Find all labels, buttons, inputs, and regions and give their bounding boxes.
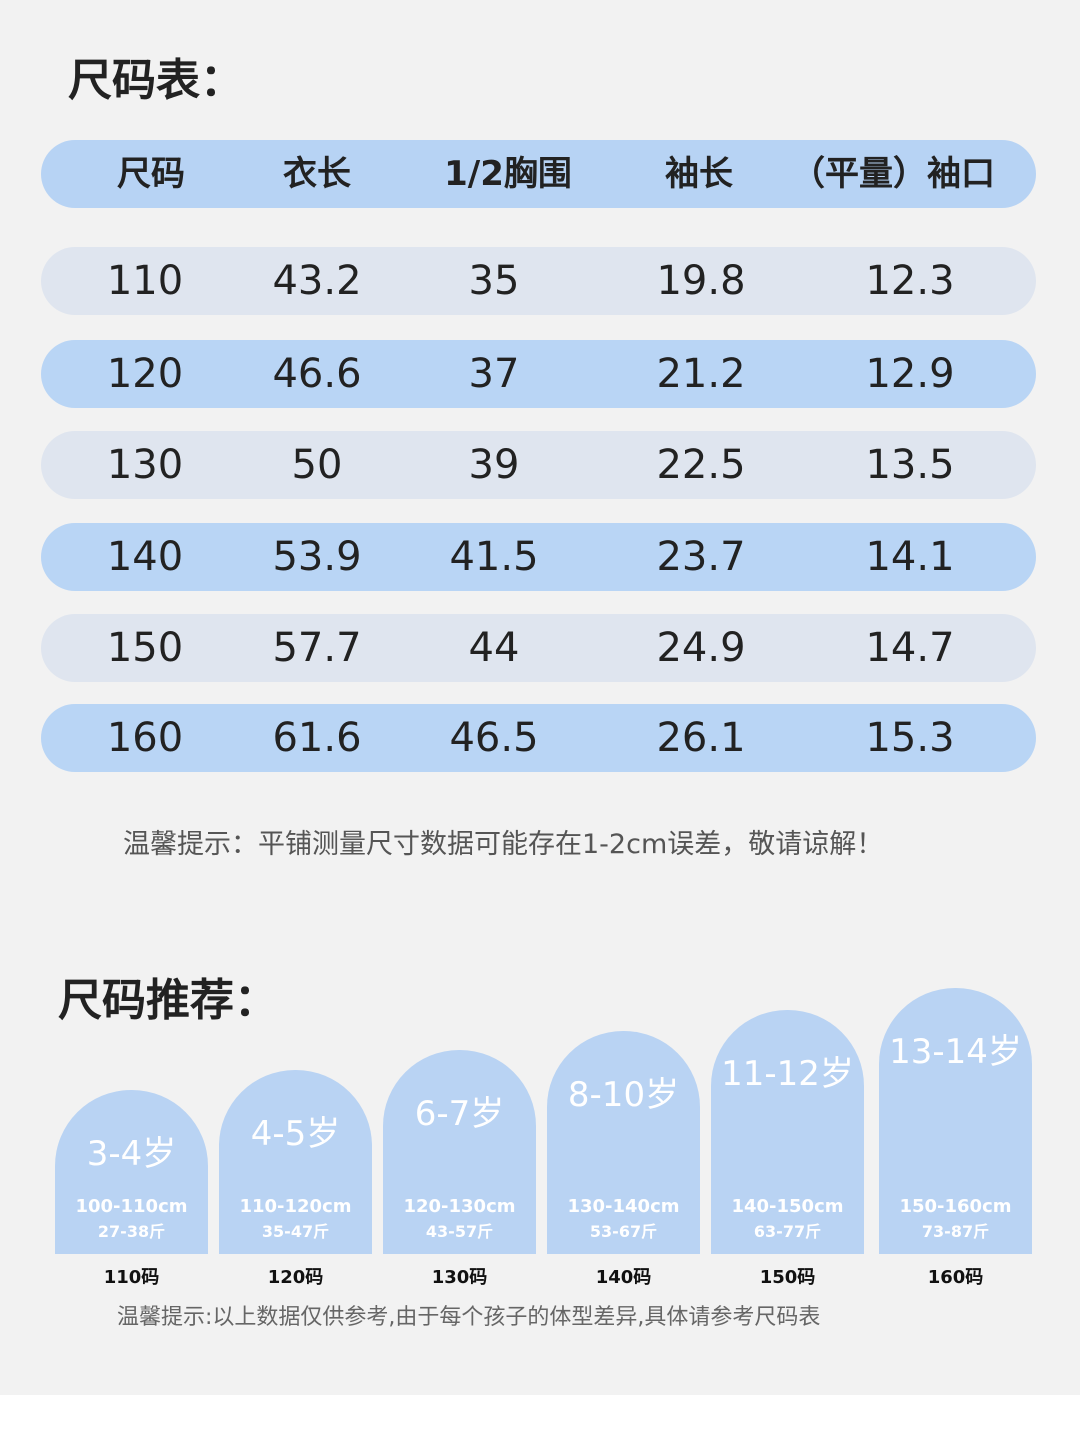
table-row: 140 53.9 41.5 23.7 14.1 bbox=[41, 523, 1036, 591]
header-cell: 1/2胸围 bbox=[444, 154, 572, 194]
table-cell: 53.9 bbox=[272, 534, 362, 580]
table-cell: 39 bbox=[468, 442, 520, 488]
size-chart-title: 尺码表： bbox=[68, 55, 244, 106]
size-card: 6-7岁 120-130cm 43-57斤 bbox=[383, 1050, 536, 1254]
size-card: 3-4岁 100-110cm 27-38斤 bbox=[55, 1090, 208, 1254]
header-cell: （平量）袖口 bbox=[791, 154, 995, 194]
header-cell: 衣长 bbox=[283, 154, 351, 194]
card-size: 110码 bbox=[103, 1267, 160, 1288]
card-weight: 27-38斤 bbox=[97, 1222, 166, 1241]
table-cell: 41.5 bbox=[449, 534, 539, 580]
size-card: 11-12岁 140-150cm 63-77斤 bbox=[711, 1010, 864, 1254]
table-cell: 150 bbox=[106, 625, 184, 671]
card-age: 8-10岁 bbox=[567, 1075, 680, 1115]
table-cell: 15.3 bbox=[865, 715, 955, 761]
table-cell: 120 bbox=[106, 351, 184, 397]
table-cell: 43.2 bbox=[272, 258, 362, 304]
table-cell: 160 bbox=[106, 715, 184, 761]
card-weight: 53-67斤 bbox=[589, 1222, 658, 1241]
table-cell: 130 bbox=[106, 442, 184, 488]
recommendation-note: 温馨提示:以上数据仅供参考,由于每个孩子的体型差异,具体请参考尺码表 bbox=[117, 1305, 821, 1330]
size-card: 8-10岁 130-140cm 53-67斤 bbox=[547, 1031, 700, 1254]
card-height: 150-160cm bbox=[899, 1196, 1012, 1217]
table-cell: 44 bbox=[468, 625, 520, 671]
card-weight: 35-47斤 bbox=[261, 1222, 330, 1241]
table-cell: 13.5 bbox=[865, 442, 955, 488]
table-cell: 26.1 bbox=[656, 715, 746, 761]
table-cell: 50 bbox=[291, 442, 343, 488]
table-cell: 37 bbox=[468, 351, 520, 397]
table-header: 尺码 衣长 1/2胸围 袖长 （平量）袖口 bbox=[41, 140, 1036, 208]
size-card: 4-5岁 110-120cm 35-47斤 bbox=[219, 1070, 372, 1254]
card-size: 120码 bbox=[267, 1267, 324, 1288]
table-cell: 110 bbox=[106, 258, 184, 304]
table-row: 160 61.6 46.5 26.1 15.3 bbox=[41, 704, 1036, 772]
table-cell: 46.6 bbox=[272, 351, 362, 397]
card-size: 130码 bbox=[431, 1267, 488, 1288]
card-size: 150码 bbox=[759, 1267, 816, 1288]
header-cell: 袖长 bbox=[665, 154, 733, 194]
table-cell: 19.8 bbox=[656, 258, 746, 304]
table-cell: 24.9 bbox=[656, 625, 746, 671]
table-cell: 21.2 bbox=[656, 351, 746, 397]
table-row: 130 50 39 22.5 13.5 bbox=[41, 431, 1036, 499]
card-age: 4-5岁 bbox=[250, 1114, 341, 1154]
card-age: 13-14岁 bbox=[889, 1032, 1022, 1072]
table-row: 120 46.6 37 21.2 12.9 bbox=[41, 340, 1036, 408]
card-weight: 73-87斤 bbox=[921, 1222, 990, 1241]
table-cell: 35 bbox=[468, 258, 520, 304]
table-cell: 46.5 bbox=[449, 715, 539, 761]
table-cell: 12.9 bbox=[865, 351, 955, 397]
table-cell: 61.6 bbox=[272, 715, 362, 761]
table-cell: 12.3 bbox=[865, 258, 955, 304]
size-card: 13-14岁 150-160cm 73-87斤 bbox=[879, 988, 1032, 1254]
table-row: 110 43.2 35 19.8 12.3 bbox=[41, 247, 1036, 315]
header-cell: 尺码 bbox=[117, 154, 185, 194]
card-height: 130-140cm bbox=[567, 1196, 680, 1217]
card-weight: 63-77斤 bbox=[753, 1222, 822, 1241]
table-row: 150 57.7 44 24.9 14.7 bbox=[41, 614, 1036, 682]
card-age: 11-12岁 bbox=[721, 1054, 854, 1094]
card-size: 160码 bbox=[927, 1267, 984, 1288]
card-height: 140-150cm bbox=[731, 1196, 844, 1217]
card-age: 6-7岁 bbox=[414, 1094, 505, 1134]
table-cell: 57.7 bbox=[272, 625, 362, 671]
size-chart-note: 温馨提示：平铺测量尺寸数据可能存在1-2cm误差，敬请谅解！ bbox=[123, 829, 884, 860]
card-height: 110-120cm bbox=[239, 1196, 352, 1217]
card-weight: 43-57斤 bbox=[425, 1222, 494, 1241]
card-age: 3-4岁 bbox=[86, 1134, 177, 1174]
recommendation-title: 尺码推荐： bbox=[58, 975, 278, 1026]
table-cell: 140 bbox=[106, 534, 184, 580]
card-height: 120-130cm bbox=[403, 1196, 516, 1217]
table-cell: 22.5 bbox=[656, 442, 746, 488]
table-cell: 14.7 bbox=[865, 625, 955, 671]
card-size: 140码 bbox=[595, 1267, 652, 1288]
table-cell: 14.1 bbox=[865, 534, 955, 580]
card-height: 100-110cm bbox=[75, 1196, 188, 1217]
table-cell: 23.7 bbox=[656, 534, 746, 580]
